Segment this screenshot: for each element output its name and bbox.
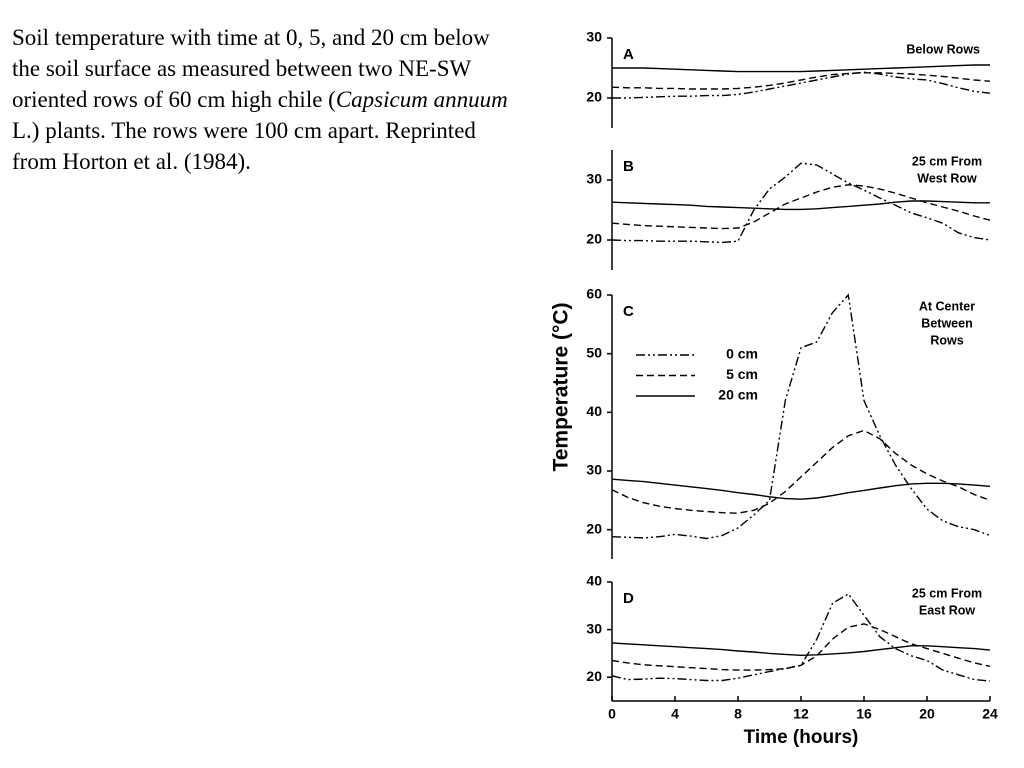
series-line [611,184,991,230]
panel-annotation: Rows [930,333,963,347]
series-line [611,623,991,671]
x-axis-label: Time (hours) [744,727,859,748]
legend-label: 5 cm [726,366,758,382]
series-line [611,429,991,514]
x-tick-label: 24 [982,706,998,722]
panel-annotation: Between [921,316,972,330]
panel-label: C [623,303,634,320]
x-tick-label: 12 [793,706,809,722]
y-tick-label: 20 [586,668,602,684]
panel-label: A [623,46,634,63]
y-tick-label: 20 [586,231,602,247]
y-axis-label: Temperature (°C) [550,302,573,471]
y-tick-label: 20 [586,89,602,105]
y-tick-label: 40 [586,573,602,589]
y-tick-label: 30 [586,620,602,636]
panel-annotation: East Row [919,603,976,617]
panel-annotation: 25 cm From [912,154,982,168]
legend-label: 0 cm [726,346,758,362]
legend-label: 20 cm [718,387,758,403]
series-line [611,642,991,657]
y-tick-label: 30 [586,462,602,478]
y-tick-label: 30 [586,29,602,45]
caption-italic: Capsicum annuum [335,87,508,112]
x-tick-label: 16 [856,706,872,722]
series-line [611,478,991,500]
x-tick-label: 20 [919,706,935,722]
series-line [612,64,990,73]
panel-label: B [623,158,634,175]
y-tick-label: 30 [586,171,602,187]
y-tick-label: 50 [586,344,602,360]
panel-label: D [623,590,634,607]
y-tick-label: 60 [586,286,602,302]
x-tick-label: 8 [734,706,742,722]
series-line [611,293,991,540]
caption: Soil temperature with time at 0, 5, and … [12,22,512,177]
y-tick-label: 40 [586,403,602,419]
series-line [611,72,991,90]
series-line [611,162,991,244]
caption-text: L.) plants. The rows were 100 cm apart. … [12,118,476,174]
panel-annotation: Below Rows [906,42,980,56]
x-tick-label: 0 [608,706,616,722]
panel-annotation: West Row [917,171,977,185]
panel-annotation: 25 cm From [912,586,982,600]
x-tick-label: 4 [671,706,679,722]
caption-text: Soil temperature with time at 0, 5, and … [12,25,490,112]
panel-annotation: At Center [919,299,975,313]
y-tick-label: 20 [586,520,602,536]
series-line [611,200,990,211]
